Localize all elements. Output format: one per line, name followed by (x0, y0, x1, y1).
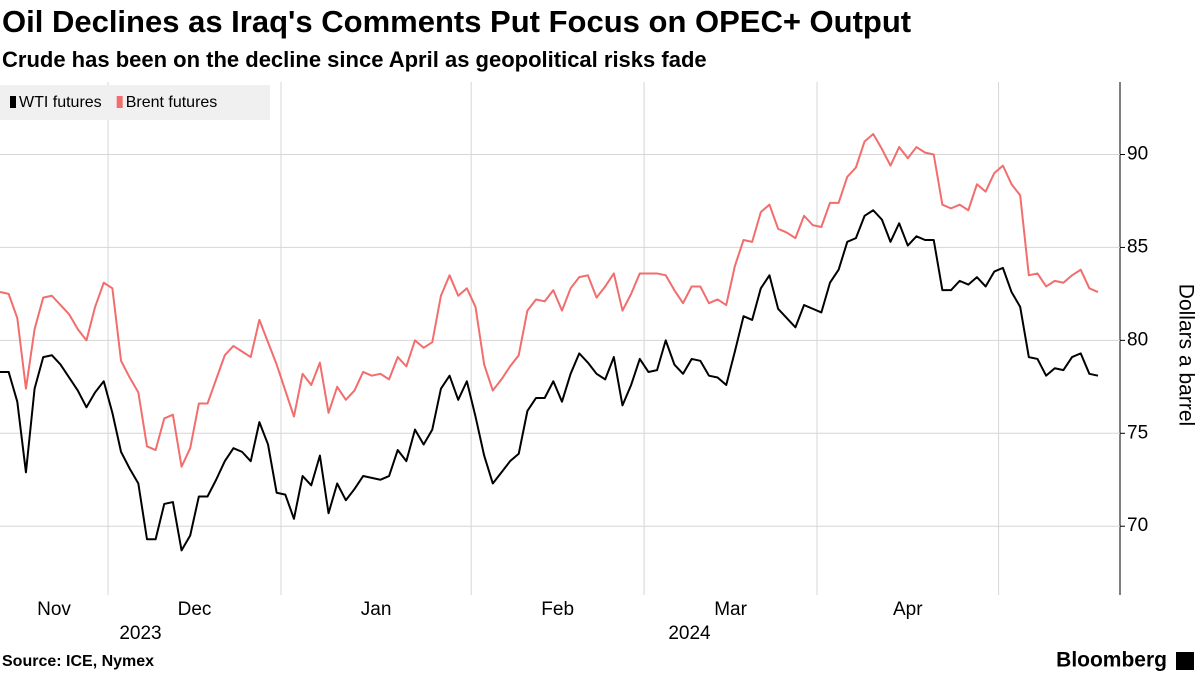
legend-box (0, 85, 270, 120)
y-tick-label: 85 (1127, 236, 1148, 257)
x-tick-label: Apr (893, 599, 923, 620)
series-line (0, 133, 1099, 468)
y-axis-label: Dollars a barrel (1174, 284, 1197, 426)
y-tick-label: 75 (1127, 422, 1148, 443)
x-tick-label: Feb (541, 599, 574, 620)
y-tick-label: 90 (1127, 144, 1148, 165)
brand-icon (1176, 652, 1194, 670)
chart-subtitle: Crude has been on the decline since Apri… (2, 47, 707, 72)
series-line (0, 209, 1099, 552)
brand-logo: Bloomberg (1056, 649, 1167, 672)
legend-swatch (10, 96, 16, 108)
source-note: Source: ICE, Nymex (2, 653, 154, 670)
x-year-label: 2024 (668, 623, 711, 644)
x-tick-label: Mar (714, 599, 747, 620)
legend-label: Brent futures (126, 94, 218, 111)
x-year-label: 2023 (119, 623, 161, 644)
x-tick-label: Nov (37, 599, 71, 620)
y-tick-label: 80 (1127, 329, 1148, 350)
legend-label: WTI futures (19, 94, 102, 111)
chart-title: Oil Declines as Iraq's Comments Put Focu… (2, 4, 911, 39)
x-tick-label: Dec (178, 599, 212, 620)
y-tick-label: 70 (1127, 515, 1148, 536)
x-tick-label: Jan (361, 599, 392, 620)
legend-swatch (116, 96, 123, 108)
